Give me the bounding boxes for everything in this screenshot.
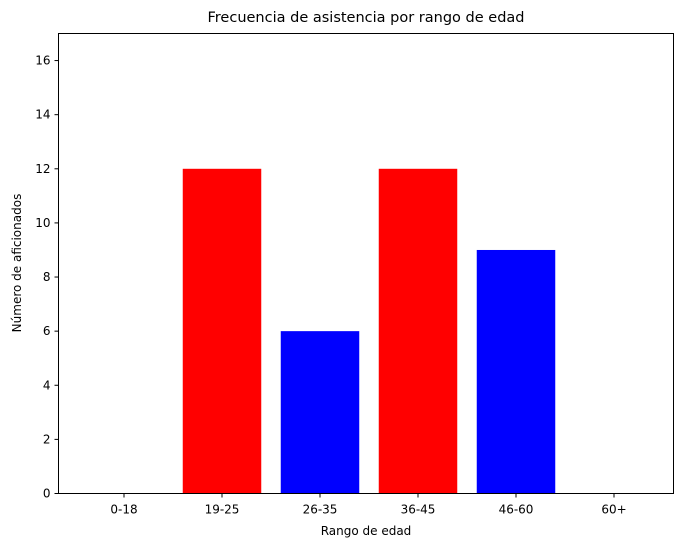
x-tick-label: 60+ [601,503,626,517]
x-tick-label: 26-35 [303,503,338,517]
plot-frame [58,33,674,494]
y-axis: 0 2 4 6 8 10 12 14 16 [35,54,59,501]
y-tick-label: 4 [43,378,51,392]
bar-46-60 [476,249,556,494]
bar-19-25 [182,168,262,494]
x-tick-label: 36-45 [401,503,436,517]
bar-36-45 [378,168,458,494]
y-tick-label: 16 [35,54,50,68]
y-tick-label: 12 [35,162,50,176]
chart-title: Frecuencia de asistencia por rango de ed… [208,10,525,26]
y-tick-label: 6 [43,324,51,338]
x-axis: 0-18 19-25 26-35 36-45 46-60 60+ [110,493,627,517]
x-tick-label: 0-18 [110,503,137,517]
y-tick-label: 0 [43,487,51,501]
y-tick-label: 8 [43,270,51,284]
bars-group [182,168,556,494]
y-tick-label: 10 [35,216,50,230]
y-tick-label: 14 [35,108,50,122]
x-tick-label: 19-25 [205,503,240,517]
y-tick-label: 2 [43,432,51,446]
y-axis-label: Número de aficionados [10,194,24,333]
x-axis-label: Rango de edad [321,524,412,538]
bar-26-35 [280,331,360,494]
x-tick-label: 46-60 [499,503,534,517]
